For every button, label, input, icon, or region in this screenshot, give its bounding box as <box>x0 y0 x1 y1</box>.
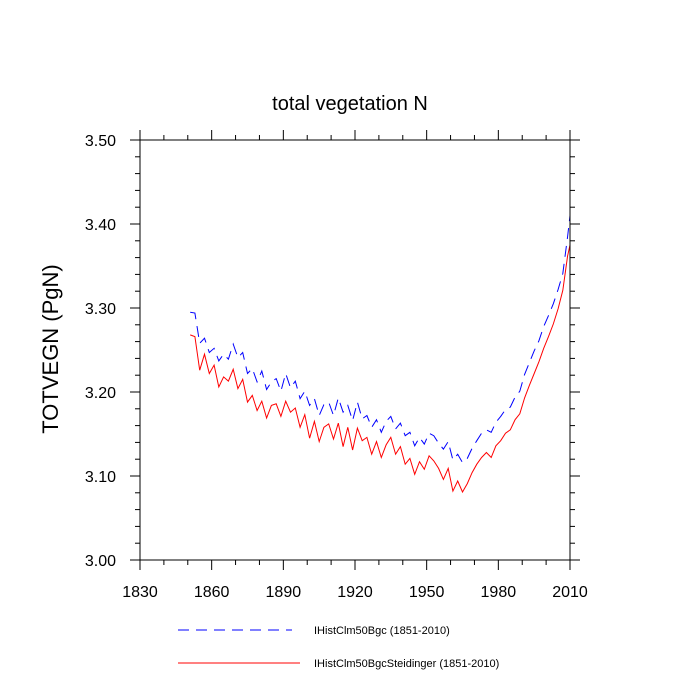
x-axis-tick-labels: 1830 1860 1890 1920 1950 1980 2010 <box>122 584 588 601</box>
y-tick-label: 3.10 <box>85 469 116 486</box>
y-axis-label: TOTVEGN (PgN) <box>38 264 63 434</box>
x-tick-label: 1920 <box>337 584 373 601</box>
x-tick-label: 2010 <box>552 584 588 601</box>
y-tick-label: 3.50 <box>85 133 116 150</box>
legend: IHistClm50Bgc (1851-2010) IHistClm50BgcS… <box>178 625 499 670</box>
axis-ticks <box>130 130 580 570</box>
y-tick-label: 3.20 <box>85 385 116 402</box>
data-series <box>190 215 571 494</box>
series-line-2 <box>190 244 571 494</box>
x-tick-label: 1980 <box>481 584 517 601</box>
x-tick-label: 1830 <box>122 584 158 601</box>
x-tick-label: 1860 <box>194 584 230 601</box>
x-tick-label: 1890 <box>266 584 302 601</box>
legend-label-series-2: IHistClm50BgcSteidinger (1851-2010) <box>314 658 499 670</box>
x-tick-label: 1950 <box>409 584 445 601</box>
y-tick-label: 3.40 <box>85 217 116 234</box>
legend-entry-series-1: IHistClm50Bgc (1851-2010) <box>178 625 450 637</box>
legend-label-series-1: IHistClm50Bgc (1851-2010) <box>314 625 450 637</box>
y-tick-label: 3.00 <box>85 553 116 570</box>
plot-frame <box>139 139 571 561</box>
chart-title: total vegetation N <box>272 93 428 115</box>
series-line-1 <box>190 215 571 464</box>
y-axis-tick-labels: 3.00 3.10 3.20 3.30 3.40 3.50 <box>85 133 116 570</box>
legend-entry-series-2: IHistClm50BgcSteidinger (1851-2010) <box>178 658 499 670</box>
y-tick-label: 3.30 <box>85 301 116 318</box>
